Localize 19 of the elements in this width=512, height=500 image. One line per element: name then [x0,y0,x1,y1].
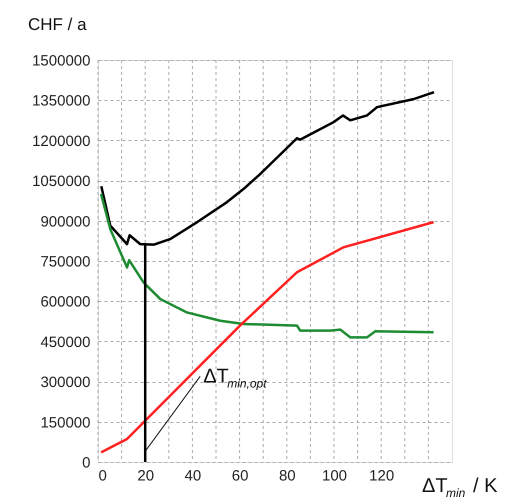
x-tick-label: 80 [278,468,296,484]
y-tick-label: 300000 [40,374,90,392]
y-tick-label: 1500000 [32,52,90,70]
y-tick-label: 750000 [40,254,90,270]
y-tick-label: 600000 [40,294,90,311]
y-tick-label: 0 [82,454,90,472]
y-tick-label: 1350000 [32,92,90,110]
y-tick-label: 1200000 [32,132,90,150]
y-tick-label: 900000 [40,213,90,230]
y-tick-label: 450000 [40,334,90,351]
y-tick-label: 150000 [40,414,90,432]
x-tick-label: 100 [322,468,348,484]
y-axis-title: CHF / a [28,15,88,34]
x-tick-label: 20 [137,468,154,484]
x-tick-label: 120 [369,468,394,484]
x-tick-label: 0 [98,468,107,484]
x-tick-label: 60 [232,468,248,484]
y-tick-label: 1050000 [32,173,90,190]
x-tick-label: 40 [184,468,202,484]
